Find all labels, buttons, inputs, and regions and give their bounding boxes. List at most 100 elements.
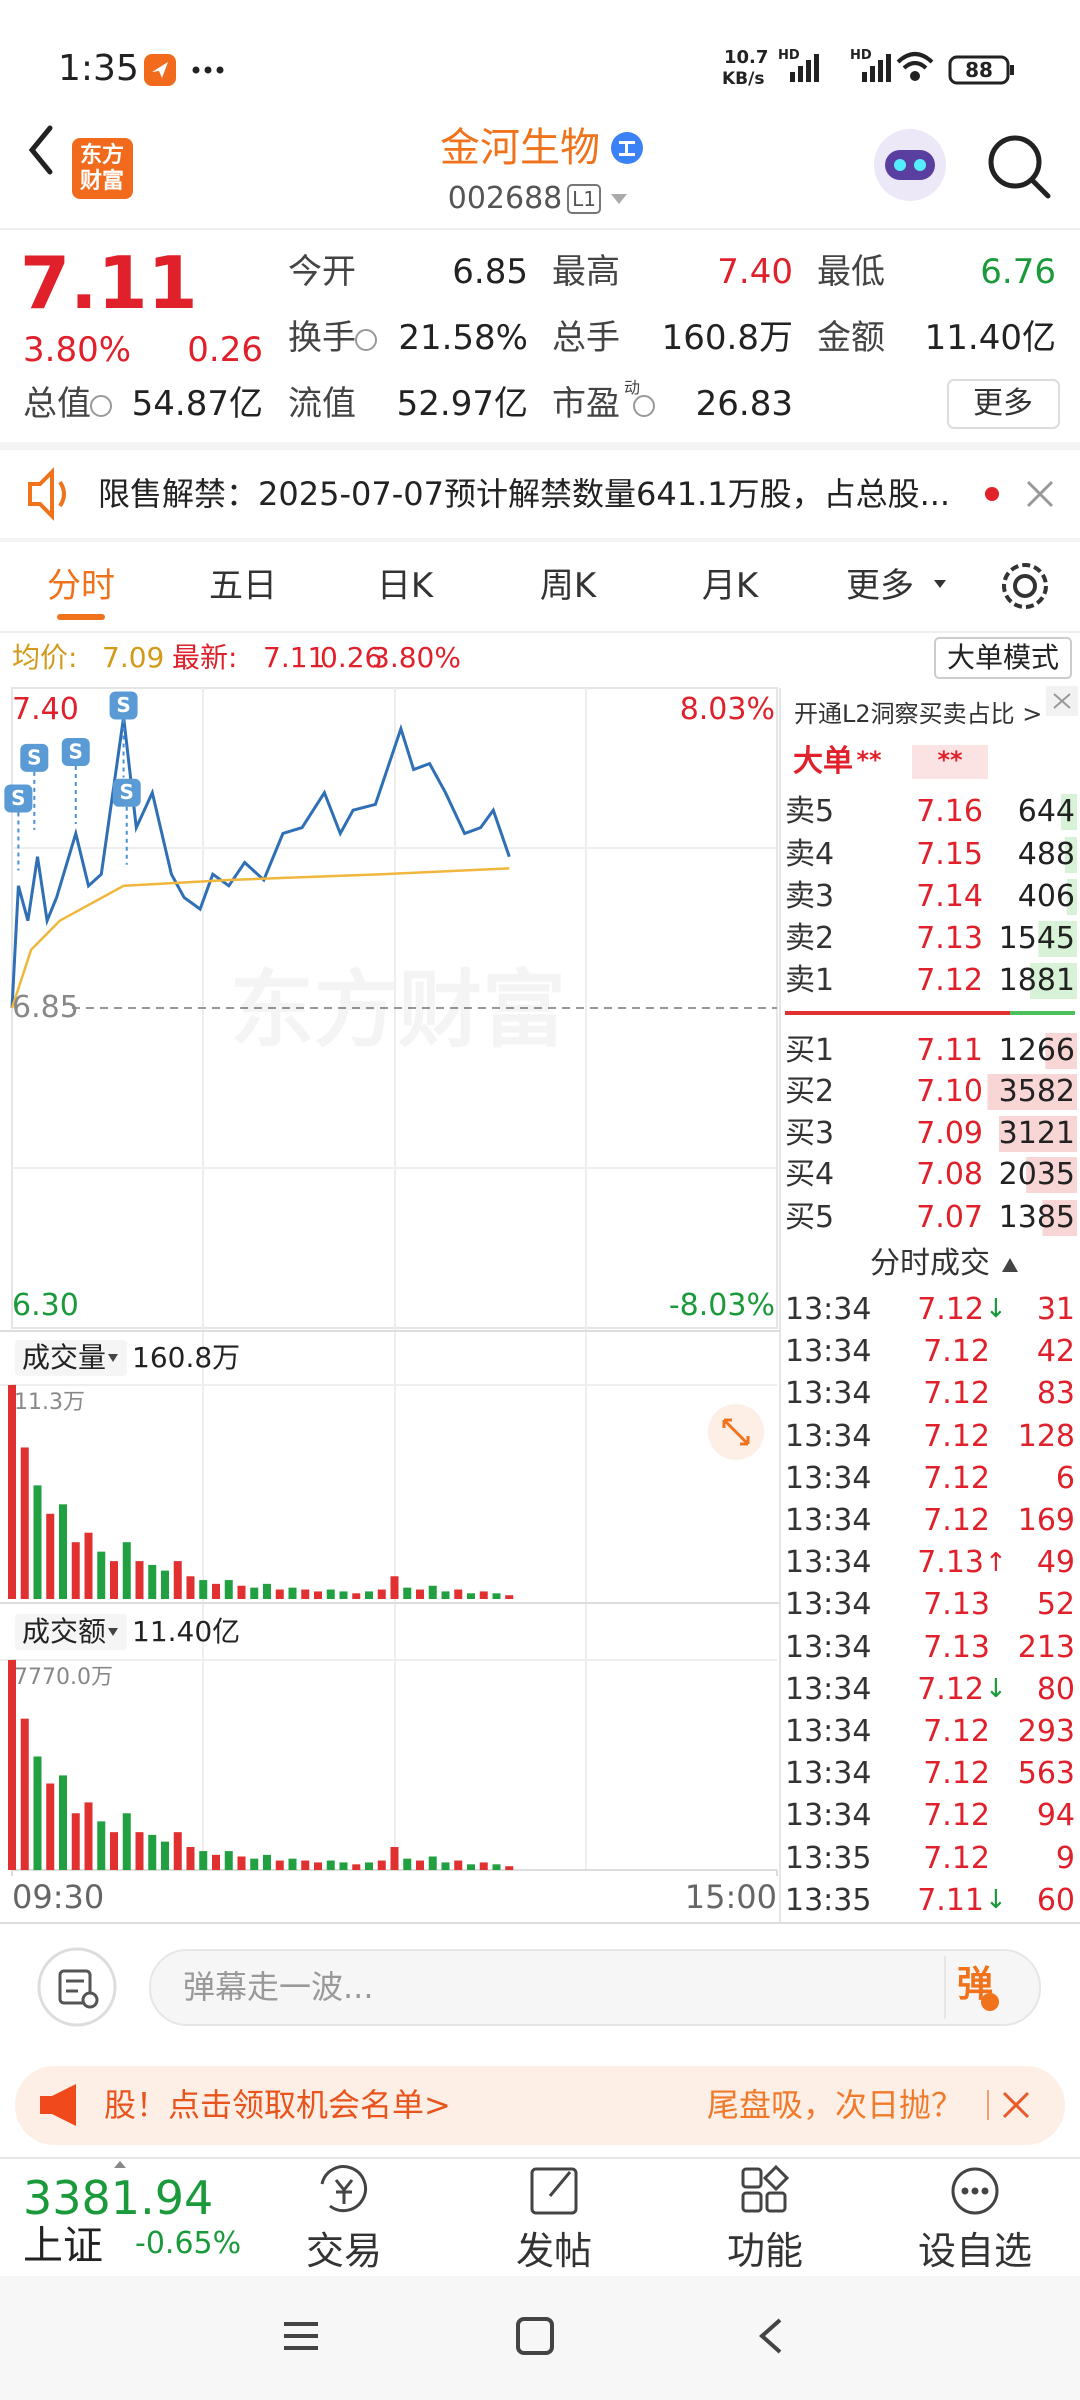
sell-volume: 644 [1017,794,1075,829]
assistant-avatar[interactable] [874,129,946,201]
amount-selector[interactable] [15,1614,127,1650]
tab[interactable]: 更多 [846,565,914,606]
signal-icon [878,60,883,82]
more-button-frame[interactable] [947,379,1060,429]
signal-icon [814,54,819,82]
settings-button[interactable] [1002,563,1048,609]
menu-key[interactable] [284,2322,318,2350]
trade-icon[interactable] [320,2165,368,2213]
post-icon[interactable] [530,2167,578,2215]
amount-bar [135,1832,144,1870]
comment-list-button[interactable] [37,1947,117,2027]
trade-time: 13:35 [785,1840,872,1876]
function-icon[interactable] [741,2191,763,2213]
amount-tick-label: 7770.0万 [14,1664,113,1690]
mode-button[interactable]: 大单模式 [946,641,1060,675]
nav-item[interactable]: 交易 [305,2229,383,2274]
buy-price: 7.10 [916,1074,983,1109]
volume-selector[interactable] [15,1340,127,1376]
assistant-avatar[interactable] [914,159,926,171]
tab[interactable]: 月K [701,565,759,606]
stat-label: 市盈 [552,383,620,424]
danmaku-button[interactable]: 弹 [956,1964,994,2006]
y-tick-label: 6.30 [12,1288,79,1323]
home-key[interactable] [516,2317,554,2355]
notice-close[interactable] [1026,480,1054,508]
watchlist-icon[interactable] [961,2187,969,2195]
index-value[interactable]: 3381.94 [23,2171,214,2226]
post-icon[interactable] [530,2167,578,2215]
promo-close[interactable] [1046,686,1078,716]
ad-banner[interactable] [15,2066,1065,2145]
wifi-icon [902,61,928,70]
x-tick-label: 15:00 [684,1877,777,1916]
volume-bar [326,1589,335,1599]
volume-label[interactable]: 成交量 [22,1341,107,1375]
comment-input[interactable] [149,1949,1041,2026]
tab[interactable]: 周K [539,565,597,606]
settings-button[interactable] [1002,563,1048,609]
notice-close[interactable] [1026,480,1054,508]
notice-text[interactable]: 限售解禁：2025-07-07预计解禁数量641.1万股，占总股... [98,474,951,513]
tab[interactable]: 分时 [47,565,115,606]
function-icon[interactable] [741,2164,790,2213]
function-icon[interactable] [765,2191,787,2213]
back-button[interactable] [28,125,53,175]
back-button[interactable] [28,125,53,175]
search-button[interactable] [1029,177,1051,199]
trade-icon[interactable] [320,2165,368,2213]
search-button[interactable] [988,135,1051,199]
ad-close[interactable] [1002,2091,1030,2119]
mode-button-frame[interactable] [934,637,1072,679]
stat-value: 54.87亿 [131,383,263,424]
trades-title[interactable]: 分时成交 [870,1246,990,1281]
function-icon[interactable] [762,2164,790,2192]
stat-label: 最高 [552,251,620,292]
assistant-avatar[interactable] [885,150,935,180]
post-icon[interactable] [548,2171,572,2197]
buy-volume: 2035 [998,1157,1075,1192]
comment-list-button[interactable] [58,1969,92,2005]
level-label: L1 [572,187,596,211]
assistant-avatar[interactable] [894,159,906,171]
promo-close[interactable] [1053,693,1071,709]
watchlist-icon[interactable] [951,2167,999,2215]
comment-list-button[interactable] [37,1947,117,2027]
amount-label[interactable]: 成交额 [22,1615,107,1649]
comment-list-button[interactable] [66,1979,84,1993]
trades-sort[interactable] [1002,1258,1018,1272]
tab[interactable]: 日K [376,565,434,606]
danmaku-check [981,1993,999,2011]
comment-placeholder[interactable]: 弹幕走一波... [183,1967,374,2006]
settings-button[interactable] [1013,574,1037,598]
l2-promo[interactable]: 开通L2洞察买卖占比 > [794,699,1043,728]
comment-list-button[interactable] [81,1991,99,2009]
back-key[interactable] [758,2318,782,2354]
function-icon[interactable] [741,2167,763,2189]
volume-bar [71,1542,80,1599]
trade-time: 13:34 [785,1376,872,1412]
watchlist-icon[interactable] [971,2187,979,2195]
amount-bar [339,1862,348,1870]
nav-item[interactable]: 功能 [726,2229,804,2274]
watchlist-icon[interactable] [981,2187,989,2195]
menu-key[interactable] [284,2322,318,2350]
ad-close[interactable] [1002,2091,1030,2119]
nav-item[interactable]: 发帖 [515,2229,593,2274]
tab[interactable]: 五日 [209,565,277,606]
search-button[interactable] [988,135,1042,189]
ad-text[interactable]: 尾盘吸，次日抛？ [707,2085,964,2124]
trade-icon[interactable] [334,2179,354,2204]
expand-button[interactable] [708,1404,764,1460]
buy-label: 买1 [785,1033,835,1068]
expand-button[interactable] [722,1418,750,1446]
level-dropdown[interactable] [611,194,627,204]
ad-text[interactable]: 股！点击领取机会名单> [104,2085,451,2124]
watchlist-icon[interactable] [951,2167,999,2215]
nav-item[interactable]: 设自选 [917,2229,1033,2274]
sell-price: 7.15 [916,837,983,872]
index-change: -0.65% [135,2226,242,2261]
more-button[interactable]: 更多 [973,386,1033,421]
trade-time: 13:34 [785,1460,872,1496]
